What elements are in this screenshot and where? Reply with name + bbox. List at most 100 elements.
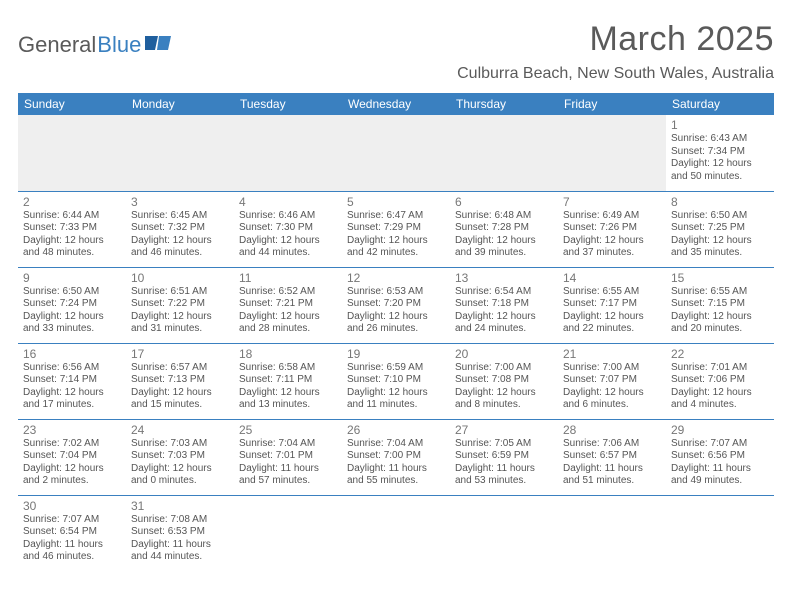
calendar-cell: 26Sunrise: 7:04 AMSunset: 7:00 PMDayligh… <box>342 419 450 495</box>
day-number: 15 <box>671 271 769 285</box>
daylight-text: Daylight: 12 hours <box>563 387 661 400</box>
daylight-text: and 35 minutes. <box>671 247 769 260</box>
flag-icon <box>145 34 171 57</box>
daylight-text: Daylight: 11 hours <box>455 463 553 476</box>
sunset-text: Sunset: 7:25 PM <box>671 222 769 235</box>
sunset-text: Sunset: 6:56 PM <box>671 450 769 463</box>
calendar-cell: 9Sunrise: 6:50 AMSunset: 7:24 PMDaylight… <box>18 267 126 343</box>
daylight-text: Daylight: 12 hours <box>563 235 661 248</box>
daylight-text: and 31 minutes. <box>131 323 229 336</box>
day-number: 11 <box>239 271 337 285</box>
daylight-text: Daylight: 11 hours <box>671 463 769 476</box>
daylight-text: Daylight: 12 hours <box>671 311 769 324</box>
sunset-text: Sunset: 7:30 PM <box>239 222 337 235</box>
day-number: 17 <box>131 347 229 361</box>
sunset-text: Sunset: 7:22 PM <box>131 298 229 311</box>
sunrise-text: Sunrise: 6:50 AM <box>23 286 121 299</box>
sunset-text: Sunset: 7:15 PM <box>671 298 769 311</box>
calendar-cell <box>234 495 342 571</box>
calendar-cell: 17Sunrise: 6:57 AMSunset: 7:13 PMDayligh… <box>126 343 234 419</box>
daylight-text: and 42 minutes. <box>347 247 445 260</box>
sunrise-text: Sunrise: 7:04 AM <box>347 438 445 451</box>
day-number: 31 <box>131 499 229 513</box>
calendar-cell: 7Sunrise: 6:49 AMSunset: 7:26 PMDaylight… <box>558 191 666 267</box>
day-number: 7 <box>563 195 661 209</box>
sunset-text: Sunset: 7:06 PM <box>671 374 769 387</box>
sunset-text: Sunset: 7:17 PM <box>563 298 661 311</box>
daylight-text: Daylight: 11 hours <box>131 539 229 552</box>
calendar-cell: 5Sunrise: 6:47 AMSunset: 7:29 PMDaylight… <box>342 191 450 267</box>
sunrise-text: Sunrise: 7:04 AM <box>239 438 337 451</box>
daylight-text: Daylight: 12 hours <box>671 158 769 171</box>
daylight-text: Daylight: 11 hours <box>239 463 337 476</box>
day-number: 9 <box>23 271 121 285</box>
calendar-cell: 14Sunrise: 6:55 AMSunset: 7:17 PMDayligh… <box>558 267 666 343</box>
day-number: 21 <box>563 347 661 361</box>
daylight-text: and 44 minutes. <box>239 247 337 260</box>
location: Culburra Beach, New South Wales, Austral… <box>457 65 774 83</box>
day-number: 30 <box>23 499 121 513</box>
calendar-cell: 23Sunrise: 7:02 AMSunset: 7:04 PMDayligh… <box>18 419 126 495</box>
daylight-text: Daylight: 12 hours <box>347 311 445 324</box>
daylight-text: and 2 minutes. <box>23 475 121 488</box>
sunset-text: Sunset: 7:33 PM <box>23 222 121 235</box>
day-number: 23 <box>23 423 121 437</box>
daylight-text: Daylight: 12 hours <box>563 311 661 324</box>
calendar-cell: 24Sunrise: 7:03 AMSunset: 7:03 PMDayligh… <box>126 419 234 495</box>
daylight-text: and 11 minutes. <box>347 399 445 412</box>
daylight-text: and 4 minutes. <box>671 399 769 412</box>
calendar-cell: 11Sunrise: 6:52 AMSunset: 7:21 PMDayligh… <box>234 267 342 343</box>
sunset-text: Sunset: 7:04 PM <box>23 450 121 463</box>
daylight-text: and 49 minutes. <box>671 475 769 488</box>
calendar-row: 2Sunrise: 6:44 AMSunset: 7:33 PMDaylight… <box>18 191 774 267</box>
calendar-row: 30Sunrise: 7:07 AMSunset: 6:54 PM Dayligh… <box>18 495 774 571</box>
calendar-cell: 2Sunrise: 6:44 AMSunset: 7:33 PMDaylight… <box>18 191 126 267</box>
day-number: 1 <box>671 118 769 132</box>
daylight-text: Daylight: 11 hours <box>563 463 661 476</box>
calendar-table: Sunday Monday Tuesday Wednesday Thursday… <box>18 93 774 571</box>
daylight-text: and 53 minutes. <box>455 475 553 488</box>
sunrise-text: Sunrise: 6:47 AM <box>347 210 445 223</box>
daylight-text: and 46 minutes. <box>23 551 121 564</box>
calendar-cell: 19Sunrise: 6:59 AMSunset: 7:10 PMDayligh… <box>342 343 450 419</box>
sunrise-text: Sunrise: 7:07 AM <box>23 514 121 527</box>
sunset-text: Sunset: 7:14 PM <box>23 374 121 387</box>
col-sunday: Sunday <box>18 93 126 115</box>
sunrise-text: Sunrise: 7:08 AM <box>131 514 229 527</box>
sunrise-text: Sunrise: 6:51 AM <box>131 286 229 299</box>
sunset-text: Sunset: 7:28 PM <box>455 222 553 235</box>
calendar-cell: 21Sunrise: 7:00 AMSunset: 7:07 PMDayligh… <box>558 343 666 419</box>
sunrise-text: Sunrise: 6:56 AM <box>23 362 121 375</box>
logo-text-general: General <box>18 32 96 58</box>
sunrise-text: Sunrise: 7:01 AM <box>671 362 769 375</box>
daylight-text: Daylight: 12 hours <box>455 311 553 324</box>
day-number: 5 <box>347 195 445 209</box>
daylight-text: and 8 minutes. <box>455 399 553 412</box>
daylight-text: and 37 minutes. <box>563 247 661 260</box>
daylight-text: and 22 minutes. <box>563 323 661 336</box>
sunrise-text: Sunrise: 6:54 AM <box>455 286 553 299</box>
sunrise-text: Sunrise: 6:48 AM <box>455 210 553 223</box>
logo: General Blue <box>18 32 171 58</box>
calendar-row: 9Sunrise: 6:50 AMSunset: 7:24 PMDaylight… <box>18 267 774 343</box>
sunset-text: Sunset: 7:01 PM <box>239 450 337 463</box>
day-number: 10 <box>131 271 229 285</box>
calendar-cell: 18Sunrise: 6:58 AMSunset: 7:11 PMDayligh… <box>234 343 342 419</box>
daylight-text: Daylight: 12 hours <box>671 387 769 400</box>
daylight-text: Daylight: 12 hours <box>23 463 121 476</box>
day-number: 27 <box>455 423 553 437</box>
col-saturday: Saturday <box>666 93 774 115</box>
sunset-text: Sunset: 6:54 PM <box>23 526 121 539</box>
weekday-header-row: Sunday Monday Tuesday Wednesday Thursday… <box>18 93 774 115</box>
calendar-cell <box>558 115 666 191</box>
sunrise-text: Sunrise: 7:00 AM <box>455 362 553 375</box>
daylight-text: and 6 minutes. <box>563 399 661 412</box>
daylight-text: and 44 minutes. <box>131 551 229 564</box>
calendar-cell: 27Sunrise: 7:05 AMSunset: 6:59 PMDayligh… <box>450 419 558 495</box>
calendar-row: 23Sunrise: 7:02 AMSunset: 7:04 PMDayligh… <box>18 419 774 495</box>
daylight-text: Daylight: 11 hours <box>347 463 445 476</box>
sunset-text: Sunset: 6:59 PM <box>455 450 553 463</box>
calendar-row: 16Sunrise: 6:56 AMSunset: 7:14 PMDayligh… <box>18 343 774 419</box>
sunrise-text: Sunrise: 6:52 AM <box>239 286 337 299</box>
calendar-cell: 3Sunrise: 6:45 AMSunset: 7:32 PMDaylight… <box>126 191 234 267</box>
